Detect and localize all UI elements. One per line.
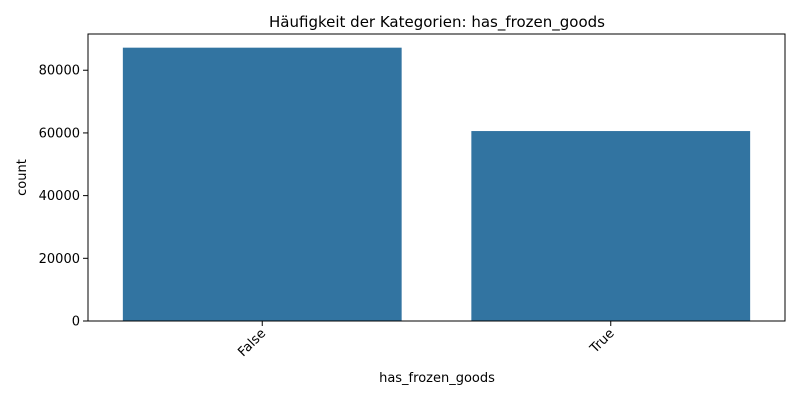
x-tick-label-true: True (587, 326, 618, 357)
bars-group (122, 47, 751, 322)
y-tick-label: 20000 (39, 252, 80, 267)
bar-true (471, 131, 751, 321)
y-tick-label: 60000 (39, 126, 80, 141)
y-tick-label: 40000 (39, 189, 80, 204)
y-axis-label: count (15, 159, 30, 196)
y-axis-ticks: 0 20000 40000 60000 80000 (39, 64, 88, 330)
y-tick-label: 80000 (39, 64, 80, 79)
x-axis-ticks: False True (235, 321, 618, 360)
chart-title: Häufigkeit der Kategorien: has_frozen_go… (269, 13, 605, 32)
x-tick-label-false: False (235, 326, 269, 360)
x-axis-label: has_frozen_goods (379, 371, 495, 386)
y-tick-label: 0 (72, 315, 80, 330)
plot-frame (87, 33, 786, 322)
bar-false (122, 47, 402, 322)
